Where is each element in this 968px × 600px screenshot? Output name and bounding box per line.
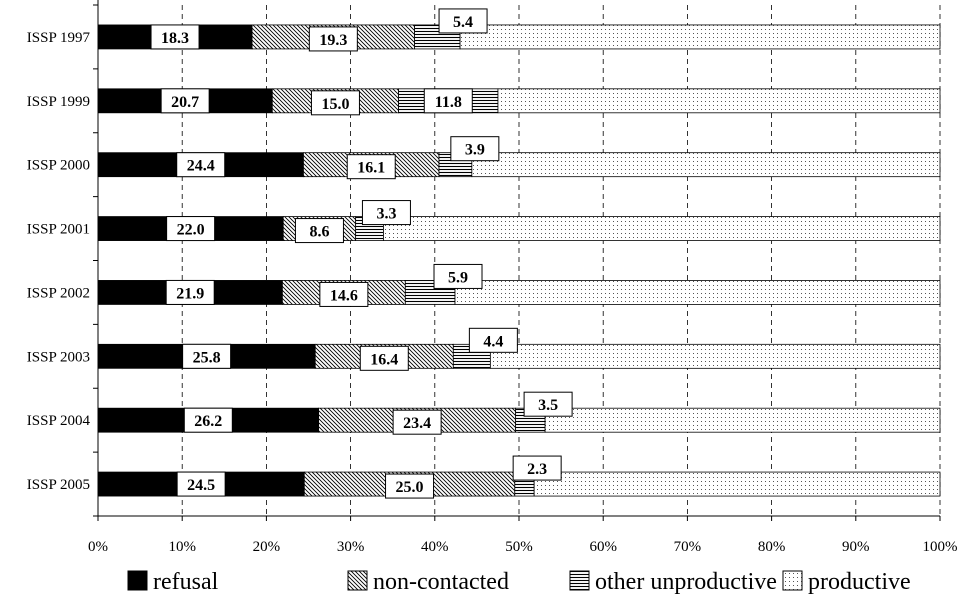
data-label-refusal-issp-2003: 25.8	[182, 343, 232, 369]
x-tick-label: 50%	[505, 539, 533, 555]
bar-productive-issp-2005	[533, 471, 941, 497]
bar-productive-issp-2004	[544, 407, 941, 433]
svg-text:16.1: 16.1	[357, 160, 385, 177]
bar-productive-issp-2002	[454, 280, 941, 305]
bar-productive-issp-1997	[459, 24, 941, 50]
legend-item-other-unproductive: other unproductive	[569, 569, 777, 595]
data-label-other-unproductive-issp-2005: 2.3	[512, 455, 562, 481]
x-tick-label: 0%	[88, 539, 108, 555]
legend-swatch	[782, 570, 803, 591]
data-labels: 18.3 19.3 5.4 20.7 15.0 11.8 24.4 16.1 3.9 22.0 8.…	[150, 8, 573, 499]
svg-text:3.9: 3.9	[465, 142, 485, 159]
svg-text:25.8: 25.8	[193, 349, 221, 366]
legend-swatch	[569, 570, 590, 591]
svg-text:24.5: 24.5	[187, 477, 215, 494]
x-tick-label: 60%	[589, 539, 617, 555]
x-tick-label: 20%	[253, 539, 281, 555]
svg-text:5.9: 5.9	[448, 269, 468, 286]
axes: ISSP 1997 ISSP 1999 ISSP 2000 ISSP 2001 ISSP…	[27, 0, 958, 555]
category-label: ISSP 1999	[27, 94, 90, 110]
data-label-non-contacted-issp-2001: 8.6	[294, 218, 344, 244]
data-label-non-contacted-issp-1997: 19.3	[308, 26, 358, 52]
svg-text:8.6: 8.6	[309, 224, 329, 241]
legend-label: refusal	[153, 569, 219, 595]
x-tick-label: 30%	[337, 539, 365, 555]
legend: refusal non-contacted other unproductive pr…	[127, 569, 911, 595]
category-label: ISSP 2005	[27, 477, 90, 493]
data-label-refusal-issp-2002: 21.9	[165, 279, 215, 305]
data-label-non-contacted-issp-2000: 16.1	[346, 154, 396, 180]
data-label-non-contacted-issp-2004: 23.4	[392, 409, 442, 435]
svg-text:14.6: 14.6	[330, 287, 358, 304]
legend-label: non-contacted	[373, 569, 509, 595]
svg-text:5.4: 5.4	[453, 14, 473, 31]
legend-swatch	[347, 570, 368, 591]
svg-text:23.4: 23.4	[403, 415, 431, 432]
data-label-refusal-issp-2000: 24.4	[176, 152, 226, 178]
x-tick-label: 80%	[758, 539, 786, 555]
legend-label: other unproductive	[595, 569, 777, 595]
bar-productive-issp-1999	[497, 88, 941, 114]
data-label-non-contacted-issp-2002: 14.6	[319, 281, 369, 307]
svg-text:11.8: 11.8	[435, 94, 462, 111]
svg-text:25.0: 25.0	[396, 479, 424, 496]
category-label: ISSP 1997	[27, 30, 91, 46]
category-label: ISSP 2000	[27, 158, 90, 174]
data-label-other-unproductive-issp-2000: 3.9	[450, 136, 500, 162]
svg-text:26.2: 26.2	[194, 413, 222, 430]
data-label-other-unproductive-issp-1997: 5.4	[438, 8, 488, 34]
data-label-non-contacted-issp-2003: 16.4	[359, 345, 409, 371]
category-label: ISSP 2001	[27, 222, 90, 238]
svg-text:3.3: 3.3	[376, 206, 396, 223]
svg-text:18.3: 18.3	[161, 30, 189, 47]
svg-text:22.0: 22.0	[177, 222, 205, 239]
data-label-other-unproductive-issp-1999: 11.8	[423, 88, 473, 114]
x-tick-label: 10%	[168, 539, 196, 555]
bar-productive-issp-2000	[471, 152, 941, 178]
data-label-refusal-issp-1997: 18.3	[150, 24, 200, 50]
x-tick-label: 70%	[674, 539, 702, 555]
data-label-refusal-issp-2001: 22.0	[166, 216, 216, 242]
svg-text:2.3: 2.3	[527, 461, 547, 478]
bar-productive-issp-2001	[383, 216, 941, 241]
data-label-other-unproductive-issp-2002: 5.9	[433, 263, 483, 289]
svg-text:19.3: 19.3	[319, 32, 347, 49]
data-label-non-contacted-issp-1999: 15.0	[310, 90, 360, 116]
legend-label: productive	[808, 569, 911, 595]
svg-text:24.4: 24.4	[187, 158, 215, 175]
legend-item-productive: productive	[782, 569, 911, 595]
svg-text:4.4: 4.4	[483, 333, 503, 350]
svg-text:15.0: 15.0	[321, 96, 349, 113]
bar-productive-issp-2003	[489, 343, 941, 369]
legend-item-non-contacted: non-contacted	[347, 569, 509, 595]
category-label: ISSP 2002	[27, 285, 90, 301]
x-tick-label: 90%	[842, 539, 870, 555]
data-label-refusal-issp-2004: 26.2	[183, 407, 233, 433]
svg-text:20.7: 20.7	[171, 94, 199, 111]
data-label-other-unproductive-issp-2003: 4.4	[468, 327, 518, 353]
category-label: ISSP 2003	[27, 349, 90, 365]
data-label-non-contacted-issp-2005: 25.0	[385, 473, 435, 499]
svg-text:21.9: 21.9	[176, 285, 204, 302]
grid	[181, 5, 941, 516]
svg-text:16.4: 16.4	[370, 351, 398, 368]
data-label-refusal-issp-1999: 20.7	[160, 88, 210, 114]
x-tick-label: 40%	[421, 539, 449, 555]
x-tick-label: 100%	[923, 539, 958, 555]
category-label: ISSP 2004	[27, 413, 91, 429]
svg-text:3.5: 3.5	[538, 397, 558, 414]
data-label-other-unproductive-issp-2004: 3.5	[523, 391, 573, 417]
legend-item-refusal: refusal	[127, 569, 219, 595]
legend-swatch	[127, 570, 148, 591]
data-label-refusal-issp-2005: 24.5	[176, 471, 226, 497]
data-label-other-unproductive-issp-2001: 3.3	[361, 200, 411, 226]
